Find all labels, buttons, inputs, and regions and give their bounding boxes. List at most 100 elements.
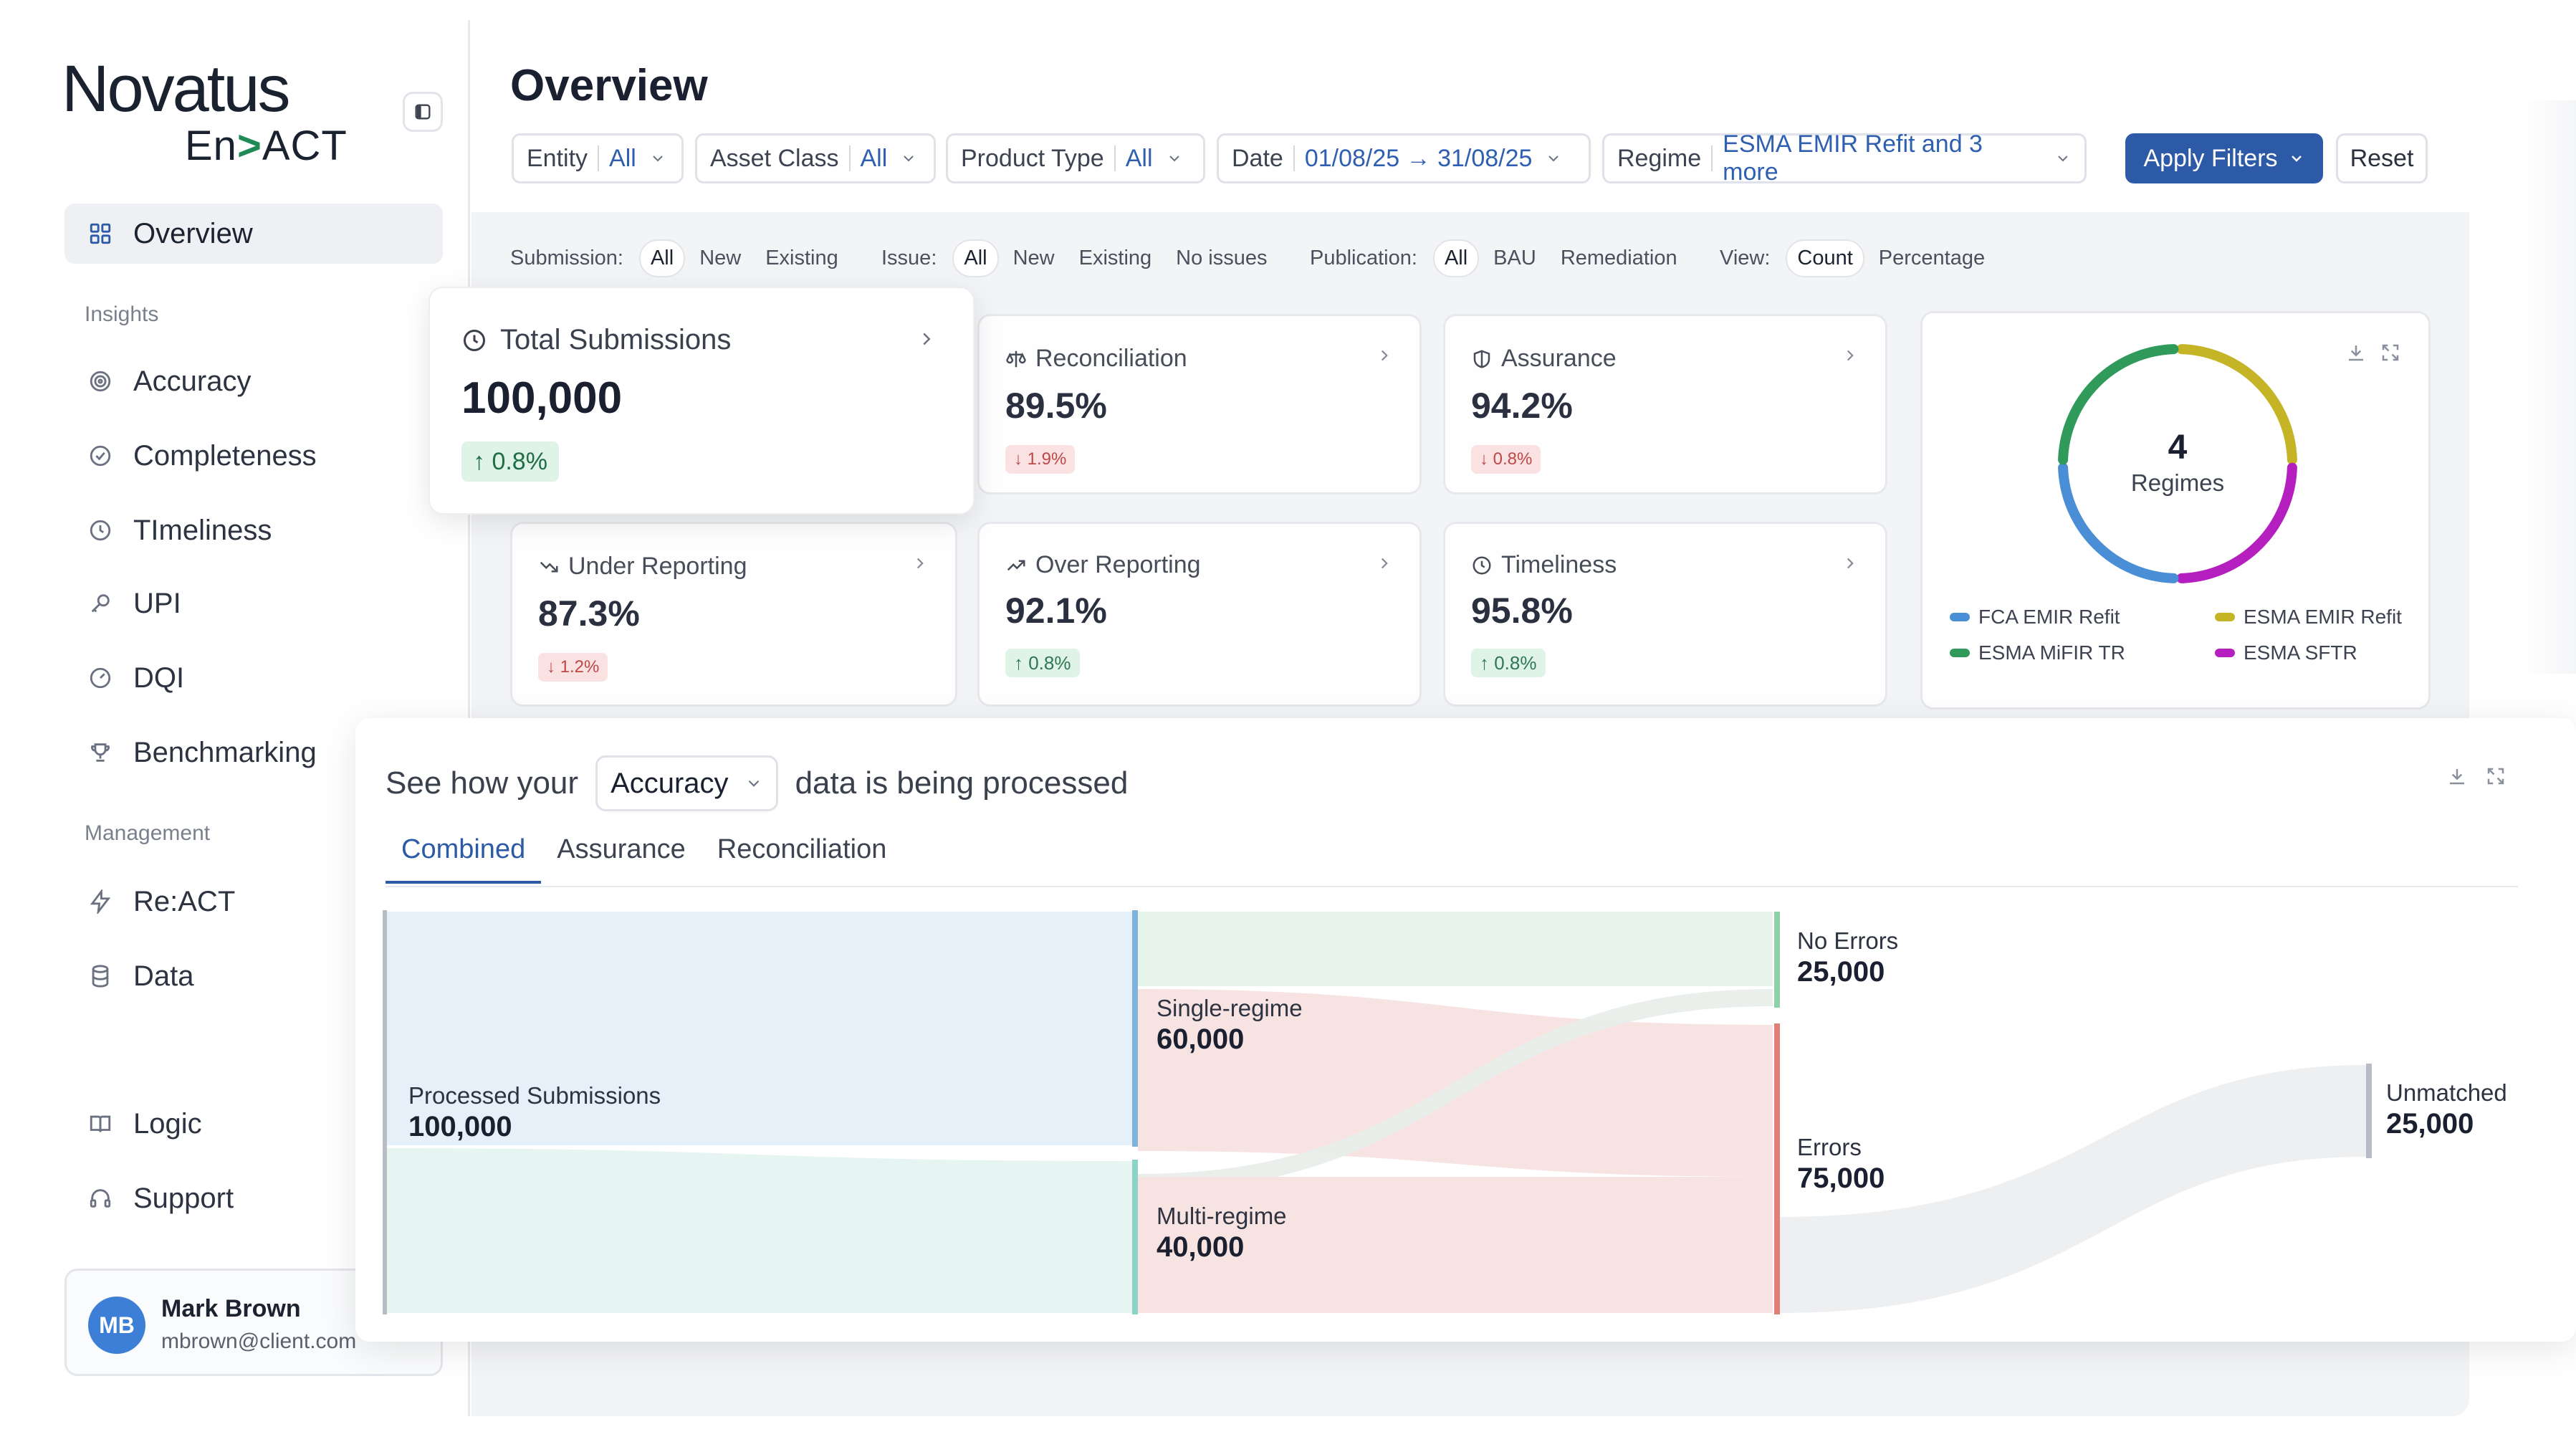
segment-label: Publication:	[1310, 246, 1417, 269]
legend-item: ESMA MiFIR TR	[1950, 641, 2125, 664]
kpi-card-reconciliation[interactable]: Reconciliation 89.5% ↓ 1.9%	[977, 314, 1422, 495]
donut-segment[interactable]	[2058, 344, 2179, 465]
donut-segment[interactable]	[2058, 462, 2179, 583]
metric-select[interactable]: Accuracy	[595, 755, 778, 811]
section-insights: Insights	[85, 302, 159, 326]
apply-filters-button[interactable]: Apply Filters	[2125, 133, 2323, 183]
sidebar-item-data[interactable]: Data	[64, 946, 443, 1006]
flow-link-processed-multi	[387, 1148, 1134, 1313]
kpi-label: Under Reporting	[568, 553, 747, 580]
segment-option-existing[interactable]: Existing	[765, 246, 838, 269]
segment-option-all[interactable]: All	[638, 239, 686, 277]
donut-segment[interactable]	[2176, 344, 2297, 465]
kpi-card-under-reporting[interactable]: Under Reporting 87.3% ↓ 1.2%	[510, 522, 957, 707]
product-prefix: En	[185, 123, 237, 169]
kpi-change-badge: ↑ 0.8%	[1471, 649, 1546, 677]
segment-option-remediation[interactable]: Remediation	[1560, 246, 1677, 269]
filter-product-type[interactable]: Product Type All	[946, 133, 1205, 183]
clock-icon	[464, 329, 485, 351]
chevron-down-icon	[904, 156, 914, 162]
kpi-change-badge: ↓ 1.9%	[1005, 445, 1076, 474]
sidebar-item-overview[interactable]: Overview	[64, 204, 443, 264]
legend-label: ESMA EMIR Refit	[2244, 606, 2402, 628]
legend-item: ESMA SFTR	[2215, 641, 2357, 664]
expand-icon[interactable]	[2485, 765, 2506, 787]
segment-option-count[interactable]: Count	[1786, 239, 1864, 277]
kpi-card-total-submissions[interactable]: Total Submissions 100,000 ↑ 0.8%	[428, 287, 975, 515]
kpi-value: 100,000	[461, 373, 623, 423]
filter-value: All	[609, 144, 636, 172]
chevron-right-icon	[923, 333, 931, 345]
sidebar-item-benchmarking[interactable]: Benchmarking	[64, 722, 443, 783]
sidebar-item-label: Logic	[133, 1107, 202, 1140]
segment-option-existing[interactable]: Existing	[1078, 246, 1152, 269]
segment-option-no-issues[interactable]: No issues	[1176, 246, 1268, 269]
flow-node-no-errors	[1774, 912, 1780, 1008]
sidebar-item-dqi[interactable]: DQI	[64, 648, 443, 708]
kpi-card-over-reporting[interactable]: Over Reporting 92.1% ↑ 0.8%	[977, 522, 1422, 707]
filter-entity[interactable]: Entity All	[512, 133, 684, 183]
legend-label: FCA EMIR Refit	[1978, 606, 2120, 628]
regimes-label: Regimes	[2130, 469, 2225, 496]
sidebar-item-timeliness[interactable]: TImeliness	[64, 500, 443, 560]
sidebar-item-upi[interactable]: UPI	[64, 573, 443, 634]
filter-date[interactable]: Date 01/08/25 → 31/08/25	[1217, 133, 1591, 183]
node-label-errors: Errors	[1797, 1134, 1862, 1160]
kpi-card-assurance[interactable]: Assurance 94.2% ↓ 0.8%	[1443, 314, 1887, 495]
sidebar-item-label: Completeness	[133, 439, 317, 472]
gauge-icon	[86, 664, 115, 692]
filter-label: Regime	[1617, 144, 1702, 172]
node-value-no-errors: 25,000	[1797, 956, 1885, 988]
filter-asset-class[interactable]: Asset Class All	[695, 133, 936, 183]
sidebar-toggle-icon	[415, 104, 431, 120]
flow-link-multi-no-errors	[1138, 989, 1773, 1191]
segment-option-all[interactable]: All	[952, 239, 999, 277]
kpi-card-timeliness[interactable]: Timeliness 95.8% ↑ 0.8%	[1443, 522, 1887, 707]
sidebar-item-completeness[interactable]: Completeness	[64, 426, 443, 486]
tab-combined[interactable]: Combined	[386, 834, 542, 884]
chevron-right-icon	[1381, 350, 1388, 361]
flow-link-multi-errors	[1138, 1177, 1773, 1313]
filter-value: 01/08/25 → 31/08/25	[1304, 144, 1533, 172]
clock-icon	[1473, 556, 1491, 574]
chevron-down-icon	[653, 156, 663, 162]
flow-node-unmatched	[2366, 1064, 2372, 1158]
segment-option-all[interactable]: All	[1432, 239, 1480, 277]
trend-down-icon	[540, 561, 558, 572]
kpi-change-badge: ↑ 0.8%	[1005, 649, 1080, 677]
kpi-label: Over Reporting	[1035, 551, 1201, 578]
donut-segment[interactable]	[2176, 462, 2297, 583]
regimes-card: 4 Regimes FCA EMIR Refit ESMA EMIR Refit…	[1920, 311, 2431, 710]
section-management: Management	[85, 821, 211, 845]
chevron-right-icon	[916, 558, 924, 569]
reset-button[interactable]: Reset	[2336, 133, 2428, 183]
flow-link-errors-unmatched	[1780, 1065, 2366, 1313]
kpi-change-badge: ↓ 1.2%	[538, 653, 608, 682]
sidebar-item-accuracy[interactable]: Accuracy	[64, 351, 443, 411]
segment-option-bau[interactable]: BAU	[1493, 246, 1536, 269]
trophy-icon	[86, 738, 115, 767]
legend-swatch	[2215, 613, 2235, 621]
kpi-change-badge: ↑ 0.8%	[461, 441, 559, 482]
segment-label: Submission:	[510, 246, 623, 269]
segment-option-percentage[interactable]: Percentage	[1878, 246, 1986, 269]
tab-assurance[interactable]: Assurance	[557, 834, 686, 864]
tab-reconciliation[interactable]: Reconciliation	[717, 834, 887, 864]
sidebar-item-logic[interactable]: Logic	[64, 1094, 443, 1154]
filter-value: All	[860, 144, 888, 172]
expand-icon[interactable]	[2380, 342, 2401, 363]
publication-segment: Publication: All BAU Remediation	[1310, 239, 1692, 277]
filter-regime[interactable]: Regime ESMA EMIR Refit and 3 more	[1602, 130, 2087, 186]
segment-option-new[interactable]: New	[1012, 246, 1055, 269]
download-icon[interactable]	[2345, 342, 2367, 363]
filter-label: Asset Class	[710, 144, 839, 172]
sidebar-item-react[interactable]: Re:ACT	[64, 872, 443, 932]
node-value-unmatched: 25,000	[2386, 1108, 2474, 1140]
segment-option-new[interactable]: New	[699, 246, 742, 269]
legend-item: ESMA EMIR Refit	[2215, 606, 2402, 629]
download-icon[interactable]	[2446, 765, 2468, 787]
product-chevron: >	[236, 123, 262, 169]
collapse-sidebar-button[interactable]	[403, 92, 443, 132]
sidebar-item-support[interactable]: Support	[64, 1168, 443, 1228]
kpi-label: Timeliness	[1501, 551, 1617, 578]
